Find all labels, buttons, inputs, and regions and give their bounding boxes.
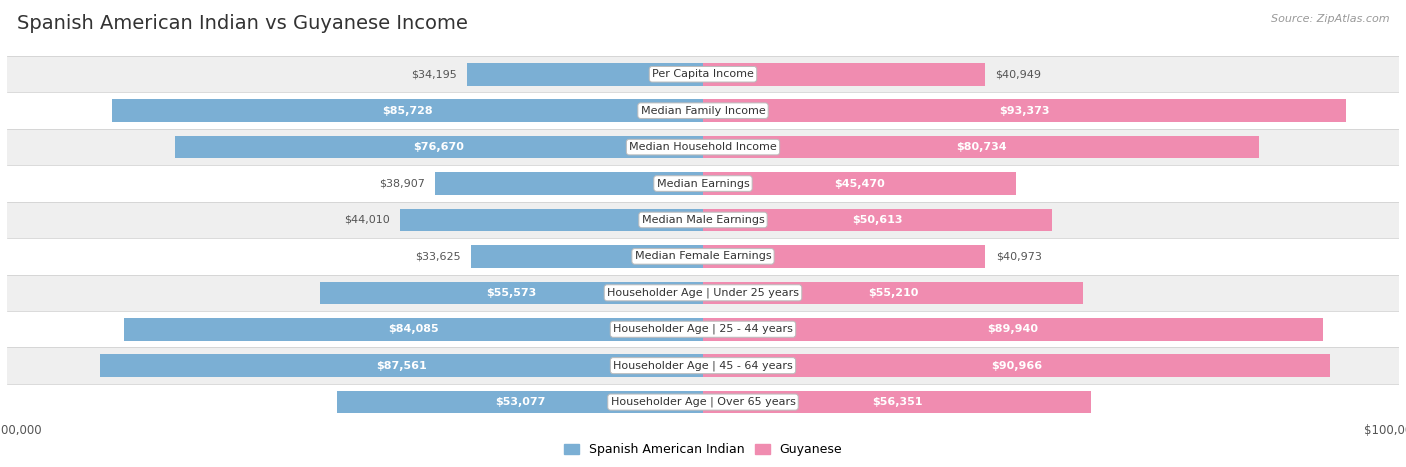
Bar — [471, 245, 703, 268]
Bar — [7, 384, 1399, 420]
Text: $84,085: $84,085 — [388, 324, 439, 334]
Bar — [703, 63, 986, 85]
Bar — [7, 311, 1399, 347]
Bar — [7, 165, 1399, 202]
Bar — [124, 318, 703, 340]
Text: $34,195: $34,195 — [412, 69, 457, 79]
Bar — [703, 391, 1091, 413]
Bar — [703, 172, 1017, 195]
Bar — [399, 209, 703, 231]
Text: Householder Age | Over 65 years: Householder Age | Over 65 years — [610, 397, 796, 407]
Bar — [703, 245, 986, 268]
Text: Spanish American Indian vs Guyanese Income: Spanish American Indian vs Guyanese Inco… — [17, 14, 468, 33]
Text: Median Earnings: Median Earnings — [657, 178, 749, 189]
Text: Source: ZipAtlas.com: Source: ZipAtlas.com — [1271, 14, 1389, 24]
Bar — [7, 202, 1399, 238]
Bar — [321, 282, 703, 304]
Text: $53,077: $53,077 — [495, 397, 546, 407]
Text: $55,573: $55,573 — [486, 288, 537, 298]
Text: $90,966: $90,966 — [991, 361, 1042, 371]
Text: Householder Age | 45 - 64 years: Householder Age | 45 - 64 years — [613, 361, 793, 371]
Bar — [7, 347, 1399, 384]
Legend: Spanish American Indian, Guyanese: Spanish American Indian, Guyanese — [558, 439, 848, 461]
Text: Householder Age | 25 - 44 years: Householder Age | 25 - 44 years — [613, 324, 793, 334]
Text: $40,973: $40,973 — [995, 251, 1042, 262]
Text: $85,728: $85,728 — [382, 106, 433, 116]
Bar — [337, 391, 703, 413]
Bar — [703, 99, 1347, 122]
Text: $93,373: $93,373 — [1000, 106, 1050, 116]
Text: Median Female Earnings: Median Female Earnings — [634, 251, 772, 262]
Bar — [7, 129, 1399, 165]
Bar — [174, 136, 703, 158]
Bar — [7, 275, 1399, 311]
Text: Householder Age | Under 25 years: Householder Age | Under 25 years — [607, 288, 799, 298]
Bar — [703, 354, 1330, 377]
Bar — [112, 99, 703, 122]
Text: Median Male Earnings: Median Male Earnings — [641, 215, 765, 225]
Text: $89,940: $89,940 — [987, 324, 1039, 334]
Text: $50,613: $50,613 — [852, 215, 903, 225]
Bar — [703, 318, 1323, 340]
Text: $44,010: $44,010 — [343, 215, 389, 225]
Text: $38,907: $38,907 — [378, 178, 425, 189]
Bar — [100, 354, 703, 377]
Text: Per Capita Income: Per Capita Income — [652, 69, 754, 79]
Bar — [7, 56, 1399, 92]
Bar — [434, 172, 703, 195]
Text: $40,949: $40,949 — [995, 69, 1042, 79]
Bar — [703, 209, 1052, 231]
Text: $80,734: $80,734 — [956, 142, 1007, 152]
Bar — [7, 92, 1399, 129]
Text: $33,625: $33,625 — [415, 251, 461, 262]
Text: Median Family Income: Median Family Income — [641, 106, 765, 116]
Text: $56,351: $56,351 — [872, 397, 922, 407]
Text: $45,470: $45,470 — [834, 178, 884, 189]
Text: $55,210: $55,210 — [868, 288, 918, 298]
Bar — [467, 63, 703, 85]
Text: $76,670: $76,670 — [413, 142, 464, 152]
Bar — [7, 238, 1399, 275]
Bar — [703, 282, 1084, 304]
Text: Median Household Income: Median Household Income — [628, 142, 778, 152]
Text: $87,561: $87,561 — [375, 361, 426, 371]
Bar — [703, 136, 1260, 158]
